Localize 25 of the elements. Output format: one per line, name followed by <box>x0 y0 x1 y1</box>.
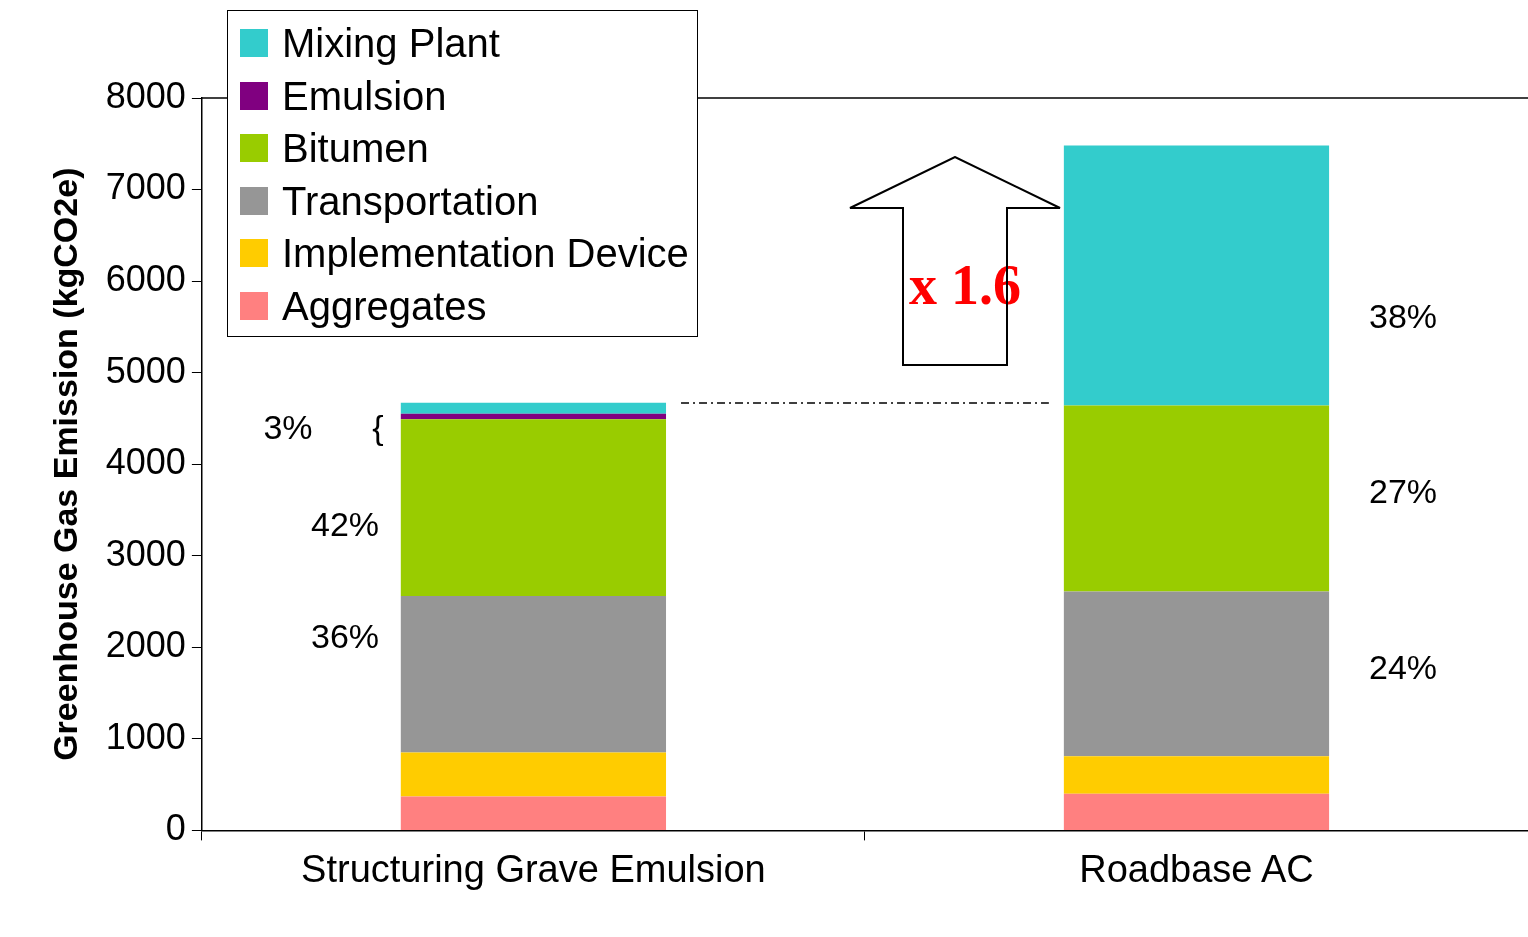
legend-label: Mixing Plant <box>282 20 500 67</box>
y-tick-label: 2000 <box>105 624 186 666</box>
y-tick-label: 7000 <box>105 166 186 208</box>
annotation: 38% <box>1368 297 1438 336</box>
x-tick-label: Roadbase AC <box>1079 847 1314 890</box>
legend-label: Implementation Device <box>282 230 689 277</box>
y-tick-label: 6000 <box>105 258 186 300</box>
legend-label: Bitumen <box>282 125 429 172</box>
annotation: { <box>372 408 384 447</box>
y-axis-title: Greenhouse Gas Emission (kgCO2e) <box>45 167 84 761</box>
y-tick-label: 1000 <box>105 715 186 757</box>
annotation: 42% <box>310 505 380 544</box>
x-tick-label: Structuring Grave Emulsion <box>301 847 766 890</box>
annotation: 27% <box>1368 472 1438 511</box>
y-tick-label: 3000 <box>105 532 186 574</box>
legend-label: Emulsion <box>282 72 447 120</box>
legend-label: Aggregates <box>282 282 487 330</box>
y-tick-label: 4000 <box>105 441 186 483</box>
annotation: 3% <box>263 408 313 447</box>
legend-label: Transportation <box>282 177 539 225</box>
annotation: 24% <box>1368 648 1438 687</box>
y-tick-label: 5000 <box>105 349 186 391</box>
y-tick-label: 8000 <box>105 74 186 116</box>
y-tick-label: 0 <box>165 807 186 849</box>
annotation: 36% <box>310 617 380 656</box>
